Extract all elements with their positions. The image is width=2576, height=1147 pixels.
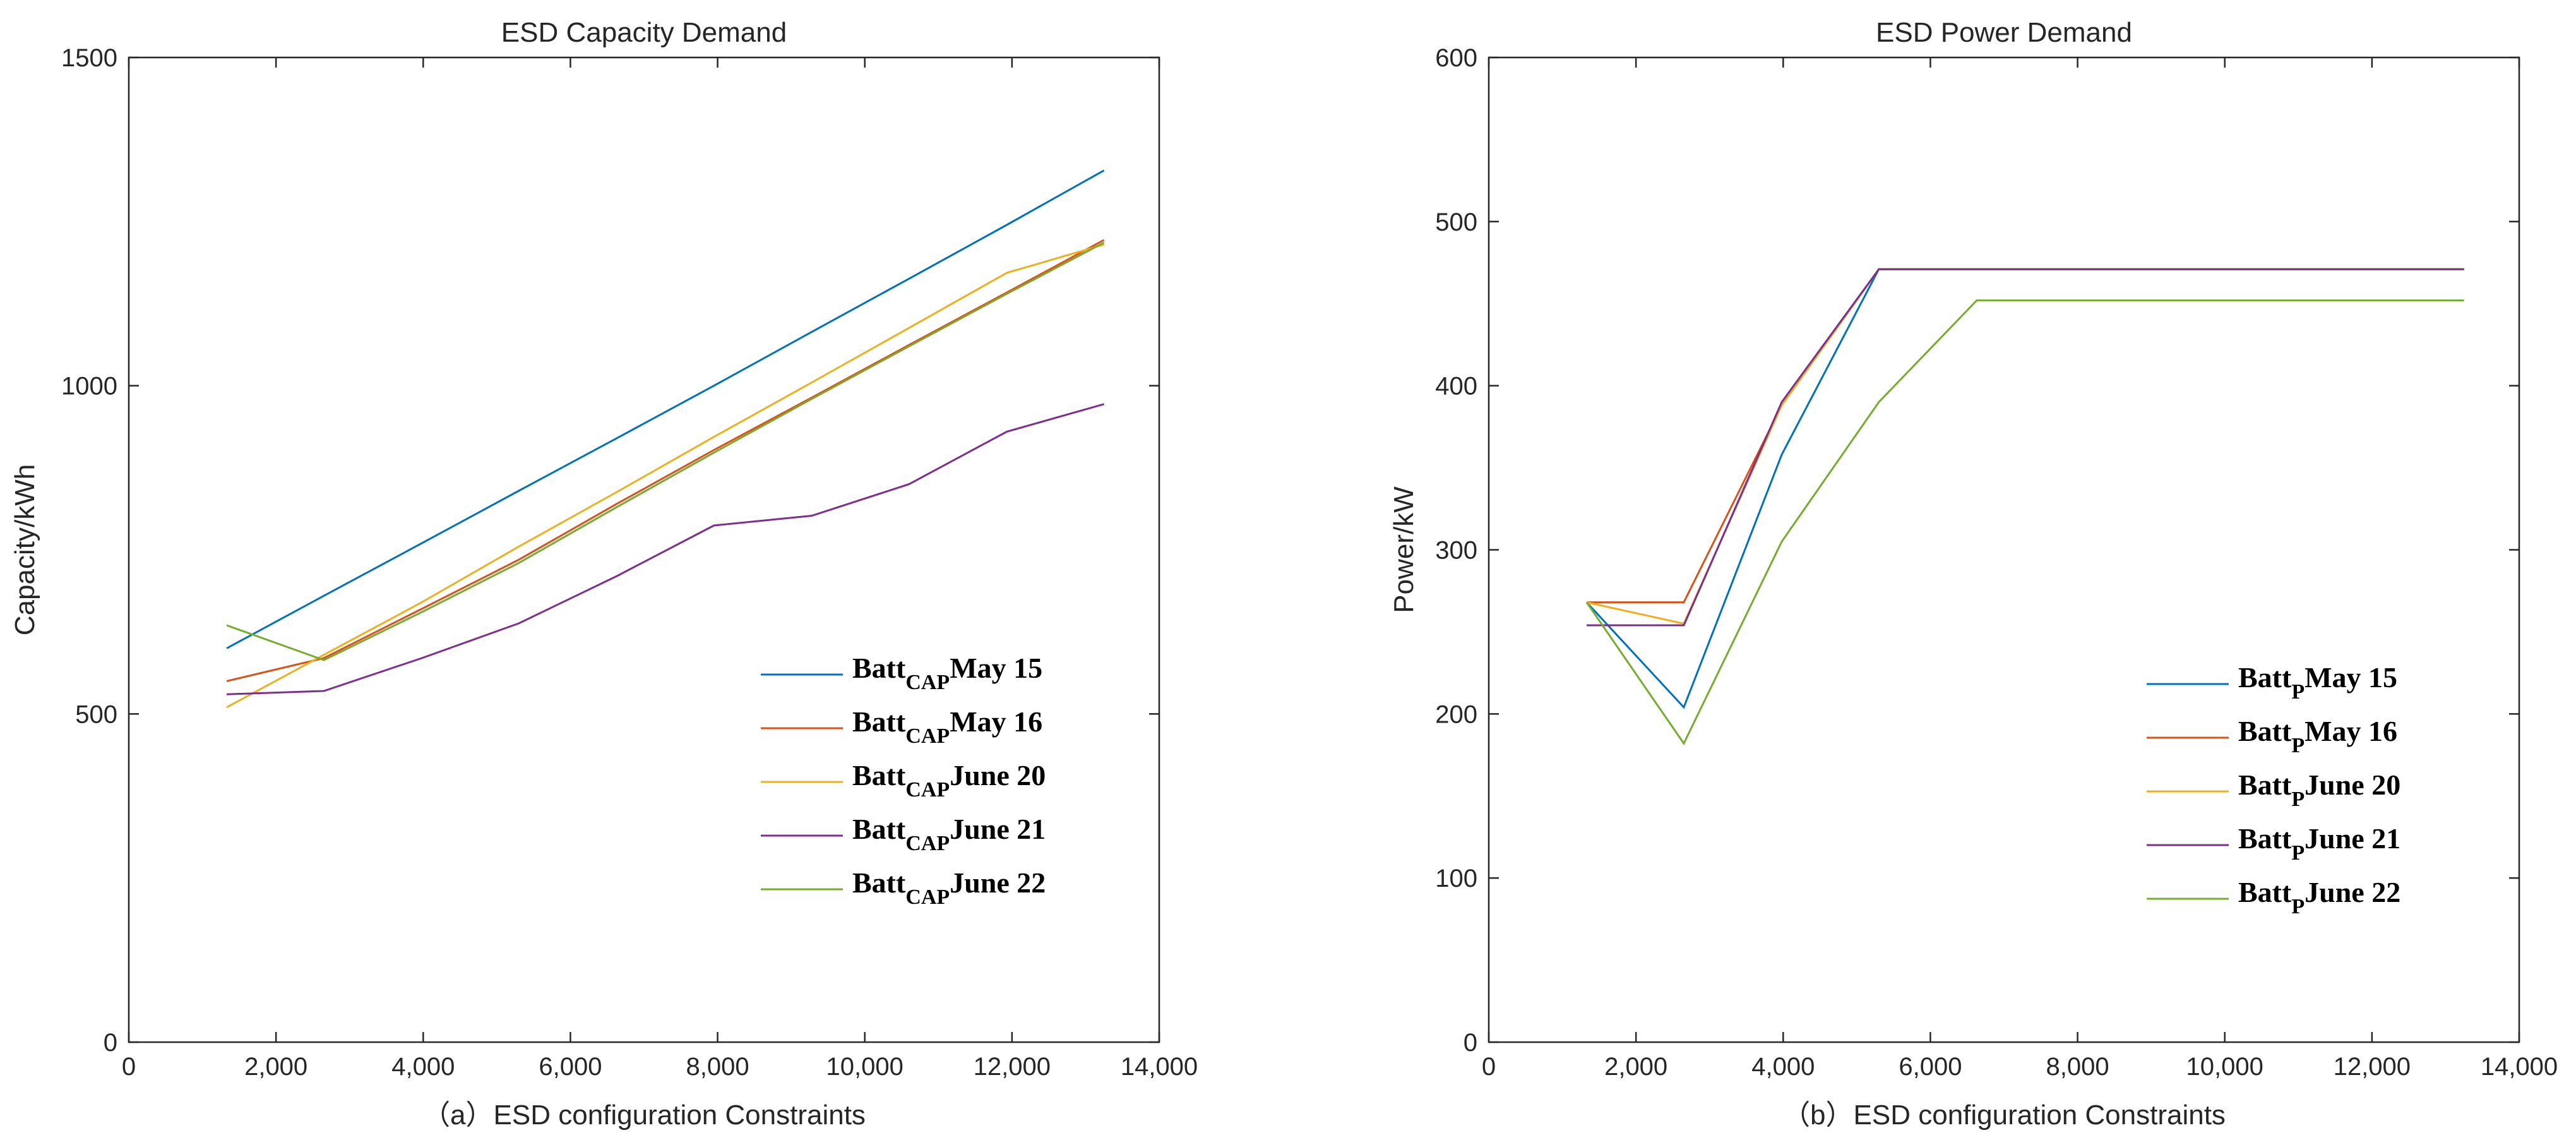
legend-date: June 21 bbox=[2305, 822, 2400, 855]
legend-date: June 20 bbox=[2305, 769, 2400, 801]
chart0-title: ESD Capacity Demand bbox=[501, 17, 787, 48]
legend-subscript: P bbox=[2291, 788, 2305, 811]
chart1-legend-entry: BattPJune 21 bbox=[2238, 822, 2400, 865]
chart0-legend-entry: BattCAPJune 21 bbox=[852, 813, 1046, 855]
legend-base: Batt bbox=[2238, 769, 2292, 801]
chart1-xtick-label: 14,000 bbox=[2481, 1053, 2558, 1081]
chart1-xlabel: （b）ESD configuration Constraints bbox=[1782, 1100, 2226, 1131]
chart0-ytick-label: 1500 bbox=[61, 44, 117, 72]
chart0-xtick-label: 14,000 bbox=[1121, 1053, 1198, 1081]
chart0-legend-entry: BattCAPJune 22 bbox=[852, 867, 1046, 909]
chart0-xtick-label: 0 bbox=[122, 1053, 136, 1081]
legend-base: Batt bbox=[852, 867, 906, 899]
chart0-ylabel: Capacity/kWh bbox=[9, 464, 40, 635]
legend-subscript: CAP bbox=[905, 778, 950, 802]
chart1-series-5-line bbox=[1585, 299, 2464, 746]
legend-base: Batt bbox=[852, 652, 906, 684]
legend-subscript: CAP bbox=[905, 671, 950, 694]
chart0-series-2-line bbox=[226, 239, 1105, 682]
chart1-xtick-label: 10,000 bbox=[2186, 1053, 2263, 1081]
chart0-legend-entry: BattCAPMay 15 bbox=[852, 652, 1042, 694]
chart1-ytick-label: 200 bbox=[1435, 700, 1477, 728]
legend-base: Batt bbox=[2238, 661, 2292, 694]
chart0-ytick-label: 500 bbox=[75, 700, 117, 728]
legend-base: Batt bbox=[852, 813, 906, 845]
chart0-legend-entry: BattCAPJune 20 bbox=[852, 759, 1046, 802]
chart0-xtick-label: 12,000 bbox=[974, 1053, 1051, 1081]
chart1-ytick-label: 0 bbox=[1464, 1029, 1477, 1057]
chart1-ytick-label: 100 bbox=[1435, 865, 1477, 892]
legend-date: May 16 bbox=[950, 706, 1042, 738]
chart1-series-3-line bbox=[1586, 268, 2464, 625]
chart1-legend-entry: BattPJune 22 bbox=[2238, 876, 2400, 918]
legend-subscript: P bbox=[2291, 680, 2305, 704]
chart1-legend-entry: BattPMay 15 bbox=[2238, 661, 2397, 704]
chart1: ESD Power Demand 0 2,000 4,000 6,000 8,000 10,… bbox=[1388, 17, 2558, 1131]
legend-date: June 21 bbox=[950, 813, 1046, 845]
chart0-xtick-label: 2,000 bbox=[244, 1053, 307, 1081]
chart0-series-5-line bbox=[226, 241, 1105, 661]
legend-date: May 15 bbox=[2305, 661, 2397, 694]
chart0-series-1-line bbox=[226, 169, 1105, 649]
legend-subscript: CAP bbox=[905, 886, 950, 909]
chart0-xtick-label: 10,000 bbox=[826, 1053, 903, 1081]
chart1-title: ESD Power Demand bbox=[1876, 17, 2132, 48]
legend-subscript: P bbox=[2291, 895, 2305, 918]
legend-base: Batt bbox=[852, 759, 906, 791]
legend-base: Batt bbox=[2238, 715, 2292, 747]
chart1-xtick-label: 6,000 bbox=[1899, 1053, 1962, 1081]
legend-date: June 22 bbox=[950, 867, 1046, 899]
legend-date: June 22 bbox=[2305, 876, 2400, 908]
legend-subscript: P bbox=[2291, 734, 2305, 757]
chart1-ytick-label: 500 bbox=[1435, 208, 1477, 236]
legend-subscript: CAP bbox=[905, 724, 950, 748]
chart0-ytick-label: 0 bbox=[104, 1029, 117, 1057]
chart0-series-4-line bbox=[226, 403, 1105, 695]
chart1-series-4-line bbox=[1587, 268, 2464, 627]
chart0: ESD Capacity Demand 0 2,000 4,000 6,000 8,000… bbox=[9, 17, 1198, 1131]
chart0-xlabel: （a）ESD configuration Constraints bbox=[422, 1100, 866, 1131]
chart1-legend-entry: BattPJune 20 bbox=[2238, 769, 2400, 811]
chart1-series-1-line bbox=[1585, 268, 2464, 709]
chart1-ytick-label: 400 bbox=[1435, 373, 1477, 400]
chart1-ytick-label: 300 bbox=[1435, 537, 1477, 565]
chart0-xtick-label: 4,000 bbox=[391, 1053, 455, 1081]
chart0-legend-entry: BattCAPMay 16 bbox=[852, 706, 1042, 748]
legend-base: Batt bbox=[2238, 822, 2292, 855]
chart0-xtick-label: 8,000 bbox=[686, 1053, 749, 1081]
chart0-plot-frame bbox=[128, 56, 1160, 1043]
chart0-series-3-line bbox=[226, 243, 1105, 709]
chart0-xtick-label: 6,000 bbox=[539, 1053, 602, 1081]
legend-date: May 16 bbox=[2305, 715, 2397, 747]
chart1-xtick-label: 2,000 bbox=[1604, 1053, 1667, 1081]
legend-date: May 15 bbox=[950, 652, 1042, 684]
chart1-xtick-label: 4,000 bbox=[1751, 1053, 1815, 1081]
legend-date: June 20 bbox=[950, 759, 1046, 791]
legend-base: Batt bbox=[2238, 876, 2292, 908]
legend-subscript: CAP bbox=[905, 832, 950, 855]
chart1-ylabel: Power/kW bbox=[1388, 486, 1419, 613]
chart1-ytick-label: 600 bbox=[1435, 44, 1477, 72]
legend-base: Batt bbox=[852, 706, 906, 738]
chart1-xtick-label: 8,000 bbox=[2046, 1053, 2109, 1081]
chart1-series-2-line bbox=[1587, 268, 2464, 604]
chart1-xtick-label: 12,000 bbox=[2334, 1053, 2411, 1081]
chart0-ytick-label: 1000 bbox=[61, 373, 117, 400]
legend-subscript: P bbox=[2291, 841, 2305, 865]
chart1-xtick-label: 0 bbox=[1482, 1053, 1496, 1081]
chart1-legend-entry: BattPMay 16 bbox=[2238, 715, 2397, 757]
